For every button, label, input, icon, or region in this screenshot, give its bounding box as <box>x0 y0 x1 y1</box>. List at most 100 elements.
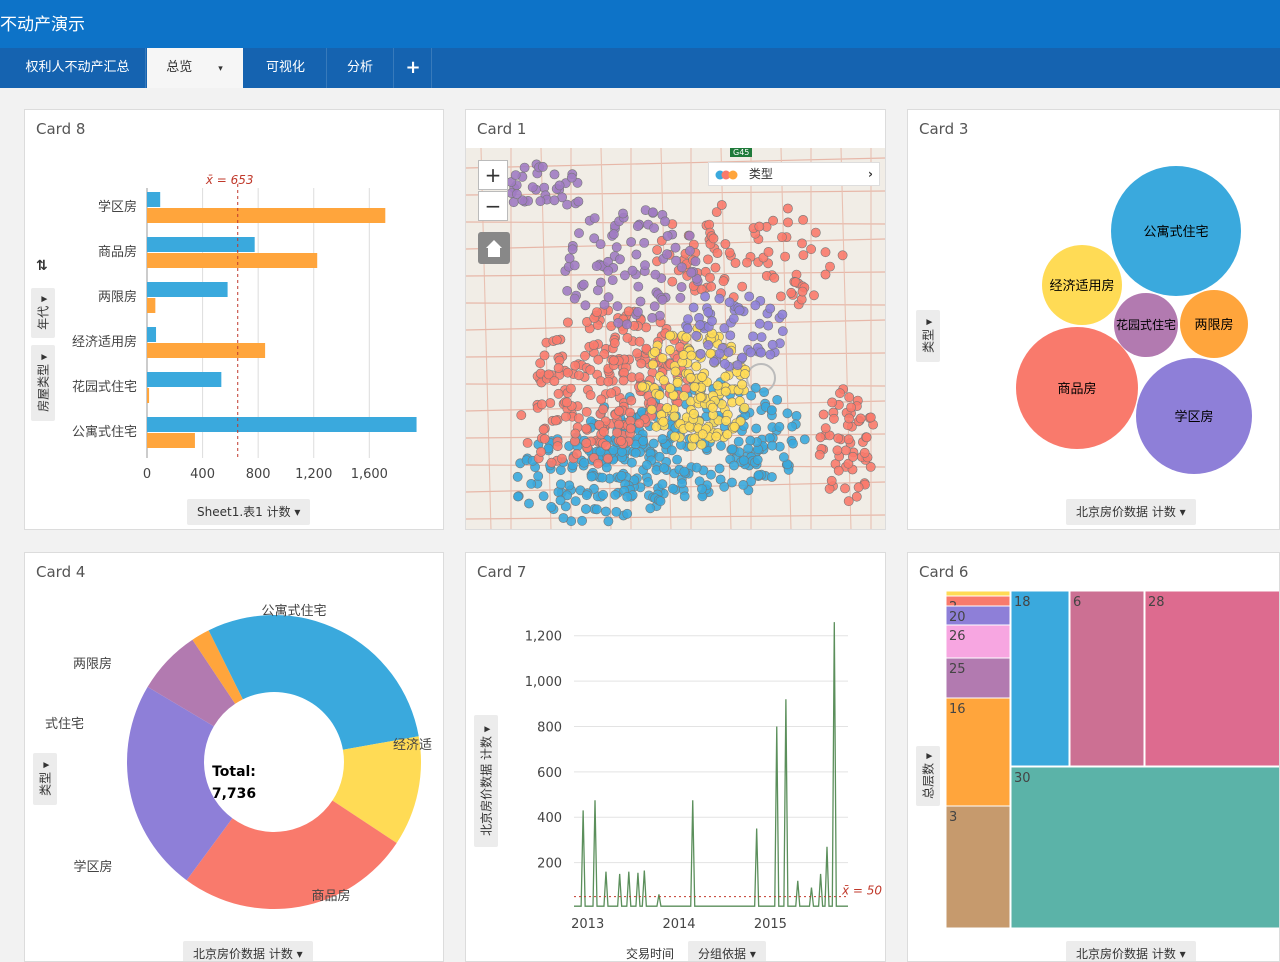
map-point <box>522 437 533 448</box>
tab-owner-summary[interactable]: 权利人不动产汇总 <box>10 48 146 88</box>
zoom-out-button[interactable]: − <box>478 191 508 221</box>
measure-pill[interactable]: 北京房价数据 计数 ▾ <box>1066 941 1196 961</box>
tab-visualization[interactable]: 可视化 <box>245 48 327 88</box>
map-point <box>708 357 719 367</box>
map-point <box>837 250 848 261</box>
map-point <box>618 375 629 386</box>
map-point <box>654 451 665 462</box>
bubble-label: 学区房 <box>1174 409 1213 425</box>
map-point <box>720 239 731 249</box>
map-point <box>594 419 605 430</box>
bubble[interactable] <box>1114 293 1178 357</box>
map-point <box>748 331 758 342</box>
map-point <box>585 390 596 400</box>
map-point <box>562 199 572 210</box>
card-8[interactable]: Card 8 ⇅ 年代 ▾ 房屋类型 ▾ 0 400 800 1,200 1,600 学区… <box>24 109 444 530</box>
map-point <box>669 431 680 442</box>
map-point <box>611 506 622 517</box>
treemap-chart: 22026251631862830 <box>945 590 1279 929</box>
bar <box>147 372 222 387</box>
map-point <box>752 454 763 465</box>
bubble-label: 公寓式住宅 <box>1143 224 1208 240</box>
map-point <box>535 358 546 369</box>
map-point <box>719 323 730 334</box>
treemap-cell <box>1010 590 1070 767</box>
bubble[interactable] <box>1016 327 1138 449</box>
bubble[interactable] <box>1180 290 1248 358</box>
bubble[interactable] <box>1136 358 1252 474</box>
map-point <box>580 300 591 311</box>
type-field-pill[interactable]: 类型 ▾ <box>33 753 57 805</box>
bar <box>147 343 266 358</box>
donut-slice[interactable] <box>147 639 236 727</box>
donut-slice[interactable] <box>186 800 397 909</box>
map-point <box>512 471 523 482</box>
map-point <box>577 515 587 526</box>
bar <box>147 282 228 297</box>
measure-field-pill[interactable]: 北京房价数据 计数 ▾ <box>474 715 498 847</box>
year-field-pill[interactable]: 年代 ▾ <box>31 288 55 338</box>
map-point <box>657 294 668 305</box>
map-point <box>581 438 592 448</box>
measure-pill[interactable]: 北京房价数据 计数 ▾ <box>1066 499 1196 525</box>
map-point <box>703 307 714 318</box>
map-point <box>763 320 774 331</box>
y-tick-label: 公寓式住宅 <box>72 424 137 440</box>
map-point <box>589 213 600 223</box>
map-legend[interactable]: 类型 › <box>708 162 880 186</box>
measure-pill[interactable]: Sheet1.表1 计数 ▾ <box>187 499 311 525</box>
bubble[interactable] <box>1042 245 1122 325</box>
map-point <box>591 307 602 317</box>
map-point <box>700 291 710 302</box>
map-point <box>712 380 723 391</box>
chevron-right-icon[interactable]: › <box>868 167 873 181</box>
card-6[interactable]: Card 6 总层数 ▾ 22026251631862830 北京房价数据 计数… <box>907 552 1280 962</box>
measure-pill[interactable]: 北京房价数据 计数 ▾ <box>183 941 313 961</box>
type-field-pill[interactable]: 类型 ▾ <box>916 310 940 362</box>
map-point <box>840 483 850 494</box>
sort-icon[interactable]: ⇅ <box>36 258 48 274</box>
map-point <box>537 399 547 410</box>
add-tab-button[interactable]: + <box>395 48 432 88</box>
map-point <box>622 508 633 519</box>
house-type-field-pill[interactable]: 房屋类型 ▾ <box>31 345 55 421</box>
card-4[interactable]: Card 4 类型 ▾ Total: 7,736 公寓式住宅 经济适 商品房 学区房 式… <box>24 552 444 962</box>
map-point <box>598 426 609 437</box>
slice-label: 商品房 <box>311 888 350 904</box>
donut-slice[interactable] <box>126 686 233 881</box>
card-1[interactable]: Card 1 + − G45 类型 › <box>465 109 886 530</box>
map-point <box>851 491 862 502</box>
card-7[interactable]: Card 7 北京房价数据 计数 ▾ 200 400 600 800 1,000 1,20… <box>465 552 886 962</box>
map-point <box>778 452 789 463</box>
map-point <box>658 375 669 386</box>
floors-field-pill[interactable]: 总层数 ▾ <box>916 746 940 806</box>
map-point <box>546 457 557 468</box>
map-point <box>625 423 636 434</box>
group-by-pill[interactable]: 分组依据 ▾ <box>688 941 766 961</box>
map-point <box>606 388 617 399</box>
map-road <box>466 302 885 306</box>
bar <box>147 192 161 207</box>
map[interactable] <box>466 148 885 529</box>
map-point <box>720 371 731 382</box>
tab-overview[interactable]: 总览 ▾ <box>147 48 243 88</box>
map-point <box>636 358 647 369</box>
donut-slice[interactable] <box>208 615 419 750</box>
map-point <box>737 352 748 363</box>
map-point <box>827 397 837 408</box>
map-point <box>787 421 797 432</box>
home-icon[interactable] <box>478 232 510 264</box>
map-point <box>814 449 825 460</box>
tab-analysis[interactable]: 分析 <box>327 48 394 88</box>
map-point <box>859 447 870 458</box>
map-point <box>767 440 778 451</box>
map-point <box>727 444 738 455</box>
donut-slice[interactable] <box>192 630 243 704</box>
donut-slice[interactable] <box>332 736 421 843</box>
zoom-in-button[interactable]: + <box>478 160 508 190</box>
map-point <box>705 272 715 283</box>
chevron-down-icon[interactable]: ▾ <box>218 64 223 74</box>
card-3[interactable]: Card 3 类型 ▾ 公寓式住宅 经济适用房 花园式住宅 两限房 商品房 学区… <box>907 109 1280 530</box>
map-point <box>613 317 624 328</box>
bubble[interactable] <box>1111 166 1241 296</box>
